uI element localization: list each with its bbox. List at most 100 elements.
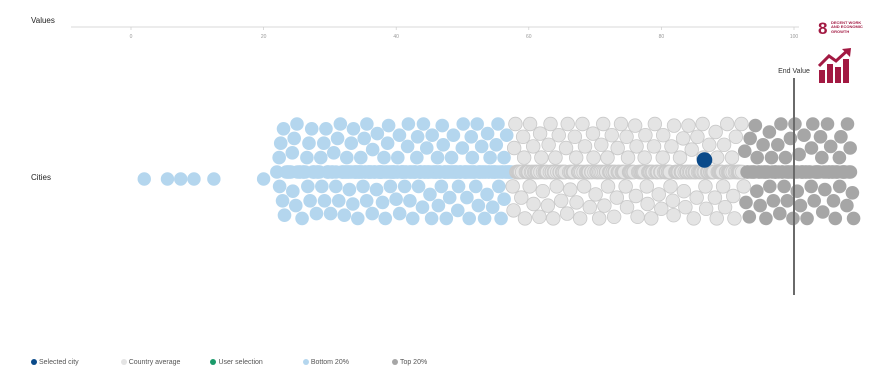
city-point bbox=[790, 184, 804, 198]
city-point bbox=[841, 117, 855, 131]
city-point bbox=[824, 140, 838, 154]
city-point bbox=[384, 180, 398, 194]
city-point bbox=[763, 180, 777, 194]
city-point bbox=[569, 151, 583, 165]
legend-item: Top 20% bbox=[392, 359, 427, 366]
city-point bbox=[494, 212, 508, 226]
city-point bbox=[605, 128, 619, 142]
city-point bbox=[533, 127, 547, 141]
city-point bbox=[677, 184, 691, 198]
city-point bbox=[805, 141, 819, 155]
city-point bbox=[343, 183, 357, 197]
city-point bbox=[340, 151, 354, 165]
city-point bbox=[815, 151, 829, 165]
city-point bbox=[716, 180, 730, 194]
city-point bbox=[174, 172, 187, 185]
city-point bbox=[806, 117, 820, 131]
city-point bbox=[475, 140, 489, 154]
city-point bbox=[784, 132, 798, 146]
city-point bbox=[425, 128, 439, 142]
city-point bbox=[360, 117, 374, 131]
city-point bbox=[351, 212, 365, 226]
city-point bbox=[589, 188, 603, 202]
city-point bbox=[456, 117, 470, 131]
city-point bbox=[840, 199, 854, 213]
city-point bbox=[756, 138, 770, 152]
city-point bbox=[546, 212, 560, 226]
city-point bbox=[509, 117, 523, 131]
city-point bbox=[452, 180, 466, 194]
city-point bbox=[393, 128, 407, 142]
city-point bbox=[771, 138, 785, 152]
city-point bbox=[338, 208, 352, 222]
city-point bbox=[753, 199, 767, 213]
city-point bbox=[629, 189, 643, 203]
city-point bbox=[641, 197, 655, 211]
legend-label: Bottom 20% bbox=[311, 359, 349, 366]
city-point bbox=[439, 212, 453, 226]
city-point bbox=[423, 188, 437, 202]
city-point bbox=[834, 130, 848, 144]
city-point bbox=[814, 130, 828, 144]
city-point bbox=[301, 180, 315, 194]
beeswarm-chart: Values 0 20 40 60 80 100 Cities End Value bbox=[0, 0, 876, 350]
city-point bbox=[273, 180, 287, 194]
city-point bbox=[630, 140, 644, 154]
city-point bbox=[587, 151, 601, 165]
city-point bbox=[767, 194, 781, 208]
city-point bbox=[833, 180, 847, 194]
city-point bbox=[583, 200, 597, 214]
city-point bbox=[717, 138, 731, 152]
city-point bbox=[726, 189, 740, 203]
city-point bbox=[691, 130, 705, 144]
city-point bbox=[578, 140, 592, 154]
legend-item: Country average bbox=[121, 359, 181, 366]
city-point bbox=[640, 180, 654, 194]
city-point bbox=[667, 208, 681, 222]
city-point bbox=[393, 207, 407, 221]
city-point bbox=[777, 180, 791, 194]
city-point bbox=[601, 180, 615, 194]
city-point bbox=[506, 180, 520, 194]
legend-swatch bbox=[121, 359, 127, 365]
city-point bbox=[611, 141, 625, 155]
city-point bbox=[378, 212, 392, 226]
selected-city-point bbox=[697, 152, 713, 168]
city-point bbox=[491, 117, 505, 131]
city-point bbox=[728, 212, 742, 226]
city-point bbox=[595, 138, 609, 152]
city-point bbox=[486, 200, 500, 214]
city-point bbox=[550, 180, 564, 194]
legend-label: Country average bbox=[129, 359, 181, 366]
city-point bbox=[664, 180, 678, 194]
city-point bbox=[699, 202, 713, 216]
city-point bbox=[365, 207, 379, 221]
legend-swatch bbox=[210, 359, 216, 365]
city-point bbox=[257, 172, 270, 185]
x-axis-tick-label: 60 bbox=[526, 34, 532, 40]
x-axis-tick-label: 20 bbox=[261, 34, 267, 40]
city-point bbox=[401, 140, 415, 154]
legend-swatch bbox=[392, 359, 398, 365]
city-point bbox=[187, 172, 200, 185]
city-point bbox=[382, 119, 396, 133]
city-point bbox=[667, 119, 681, 133]
city-point bbox=[541, 199, 555, 213]
x-axis-tick-label: 80 bbox=[659, 34, 665, 40]
x-axis-title: Values bbox=[31, 16, 55, 25]
city-point bbox=[598, 199, 612, 213]
city-point bbox=[828, 212, 842, 226]
city-point bbox=[435, 180, 449, 194]
city-point bbox=[710, 151, 724, 165]
city-point bbox=[800, 212, 814, 226]
city-point bbox=[366, 143, 380, 157]
x-axis-tick-label: 100 bbox=[790, 34, 799, 40]
city-point bbox=[794, 199, 808, 213]
x-axis-ticks: 0 20 40 60 80 100 bbox=[130, 27, 799, 40]
city-point bbox=[278, 208, 292, 222]
city-point bbox=[750, 184, 764, 198]
city-point bbox=[665, 140, 679, 154]
city-point bbox=[576, 117, 590, 131]
city-point bbox=[696, 117, 710, 131]
city-point bbox=[314, 151, 328, 165]
